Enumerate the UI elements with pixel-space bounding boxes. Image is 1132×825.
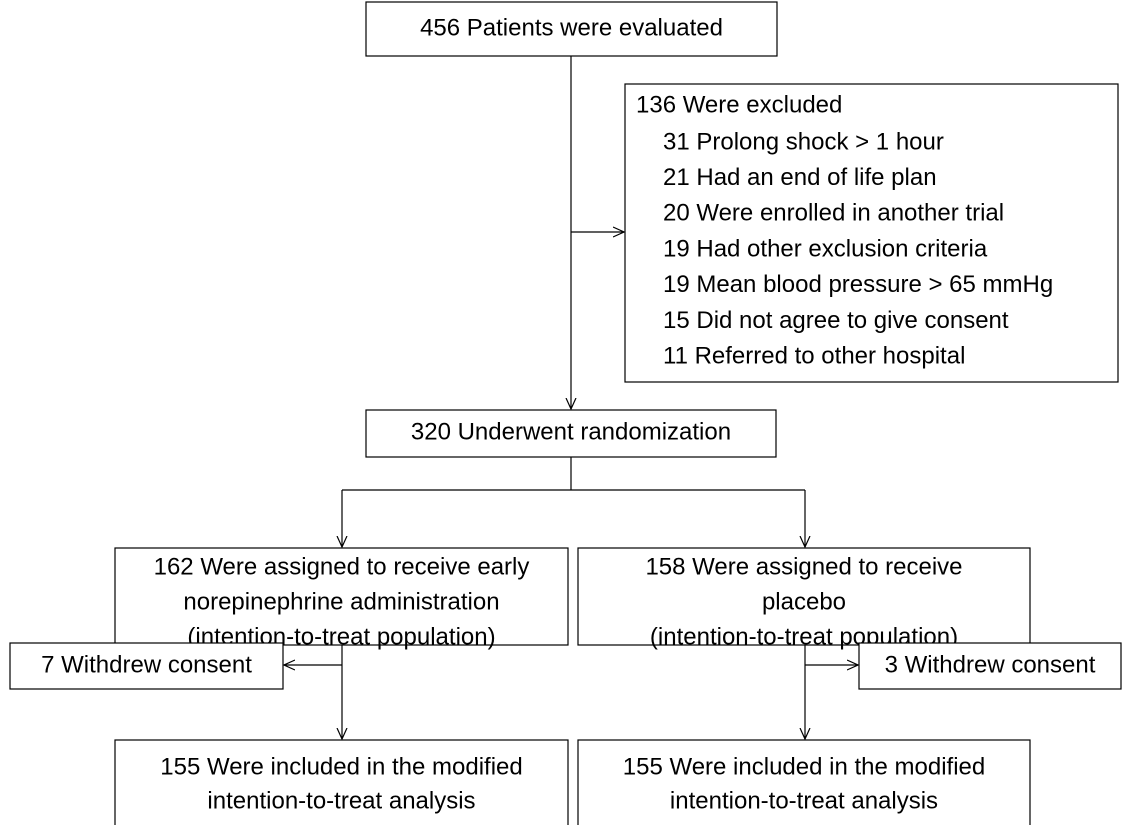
node-box <box>577 547 1031 646</box>
node-text: intention-to-treat analysis <box>207 787 475 814</box>
node-box <box>858 642 1122 690</box>
exclusion-item: 21 Had an end of life plan <box>663 164 937 191</box>
exclusion-title: 136 Were excluded <box>636 91 842 118</box>
node-box <box>365 409 777 458</box>
node-text: placebo <box>762 588 846 615</box>
exclusion-item: 19 Had other exclusion criteria <box>663 235 988 262</box>
node-text: 155 Were included in the modified <box>623 753 985 780</box>
node-text: 155 Were included in the modified <box>160 753 522 780</box>
node-box <box>365 1 778 57</box>
node-box <box>114 547 569 646</box>
node-text: 456 Patients were evaluated <box>420 14 723 41</box>
exclusion-item: 31 Prolong shock > 1 hour <box>663 128 944 155</box>
node-text: norepinephrine administration <box>183 588 499 615</box>
exclusion-item: 19 Mean blood pressure > 65 mmHg <box>663 271 1053 298</box>
exclusion-item: 20 Were enrolled in another trial <box>663 200 1004 227</box>
boxes: 456 Patients were evaluated 320 Underwent… <box>9 1 1122 825</box>
node-text: intention-to-treat analysis <box>670 787 938 814</box>
node-text: 7 Withdrew consent <box>41 651 252 678</box>
node-text: 158 Were assigned to receive <box>645 553 962 580</box>
node-text: 162 Were assigned to receive early <box>154 553 530 580</box>
node-text: 320 Underwent randomization <box>411 418 731 445</box>
connectors <box>284 56 858 739</box>
exclusion-item: 15 Did not agree to give consent <box>663 307 1009 334</box>
exclusion-box <box>624 83 1119 383</box>
node-box <box>9 642 284 690</box>
node-text: 3 Withdrew consent <box>885 651 1096 678</box>
node-box <box>114 739 569 825</box>
exclusion-item: 11 Referred to other hospital <box>663 343 965 370</box>
node-box <box>577 739 1031 825</box>
